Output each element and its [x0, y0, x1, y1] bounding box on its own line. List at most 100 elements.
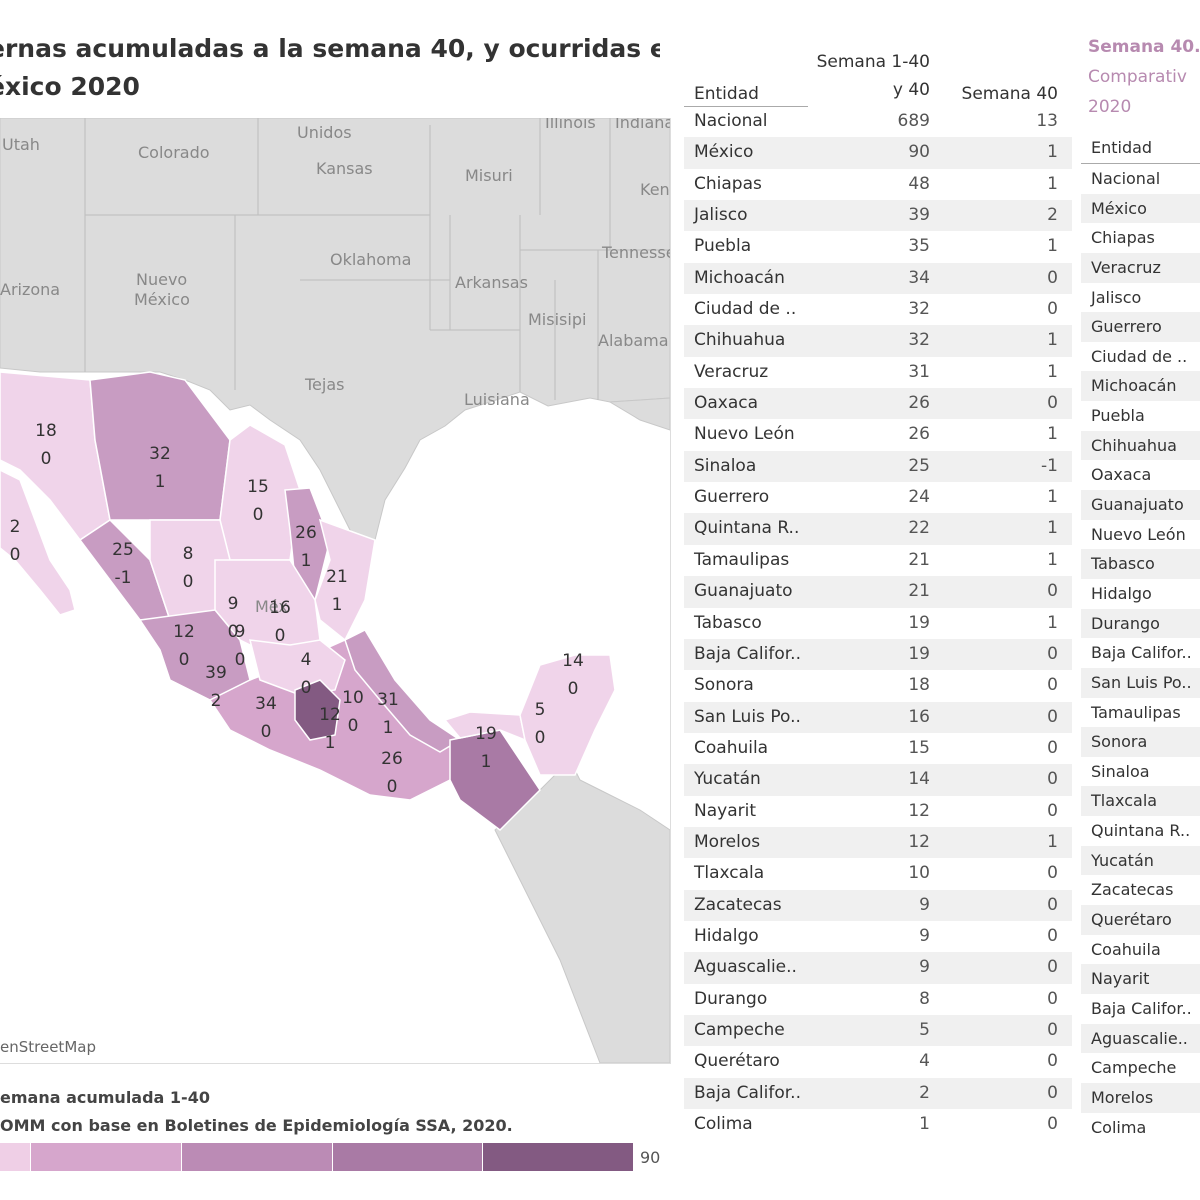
comparison-row: Colima — [1091, 1117, 1147, 1137]
cell-week40: 1 — [1047, 361, 1058, 382]
comparison-row: Guanajuato — [1081, 490, 1200, 520]
header-accumulated-line2: y 40 — [892, 80, 930, 100]
comparison-title-line1: Semana 40. — [1088, 37, 1200, 57]
comparison-row: Chihuahua — [1081, 430, 1200, 461]
comparison-title-line3: 2020 — [1088, 97, 1132, 117]
comparison-row: San Luis Po.. — [1081, 667, 1200, 698]
cell-entidad: Oaxaca — [694, 393, 759, 414]
state-week40-label: 1 — [155, 472, 166, 492]
cell-accumulated: 19 — [908, 612, 930, 633]
table-row: Coahuila 15 0 — [684, 733, 1072, 764]
comparison-row: Nuevo León — [1091, 524, 1186, 544]
state-accumulated-label: 2 — [10, 517, 21, 537]
cell-accumulated: 25 — [908, 455, 930, 476]
scale-step — [0, 1143, 32, 1171]
scale-step — [332, 1143, 484, 1171]
cell-entidad: Tabasco — [694, 612, 762, 633]
state-accumulated-label: 10 — [342, 688, 364, 708]
cell-entidad: Zacatecas — [694, 894, 782, 915]
estado-de-mexico — [294, 679, 341, 741]
cell-week40: 1 — [1047, 236, 1058, 257]
cell-entidad: Ciudad de .. — [694, 299, 797, 320]
header-accumulated: Semana 1-40 y 40 — [817, 48, 930, 104]
cell-week40: 0 — [1047, 769, 1058, 790]
comparison-row: Querétaro — [1081, 905, 1200, 935]
cell-entidad: Campeche — [694, 1019, 785, 1040]
map-place-label: Misisipi — [528, 310, 586, 329]
table-row: Tlaxcala 10 0 — [684, 858, 1072, 889]
cell-accumulated: 689 — [897, 111, 930, 131]
comparison-row: Aguascalie.. — [1081, 1023, 1200, 1054]
cell-accumulated: 14 — [908, 769, 930, 790]
map-place-label: Oklahoma — [330, 250, 411, 269]
baja-california — [0, 469, 76, 616]
comparison-row: Tabasco — [1081, 549, 1200, 579]
map-canvas[interactable]: Unidos Illinois Indiana Utah Colorado Kansas M… — [0, 118, 670, 1063]
map-attribution: enStreetMap — [0, 1038, 96, 1056]
cell-entidad: Querétaro — [694, 1051, 780, 1072]
state-week40-label: -1 — [115, 568, 132, 588]
cell-week40: 0 — [1047, 299, 1058, 320]
cell-accumulated: 32 — [908, 299, 930, 320]
table-row: Campeche 5 0 — [684, 1014, 1072, 1047]
map-place-label: Tennessee — [601, 243, 670, 262]
state-week40-label: 0 — [348, 716, 359, 736]
cell-accumulated: 34 — [908, 267, 930, 288]
table-row: Chiapas 48 1 — [684, 169, 1072, 200]
comparison-row: Sonora — [1081, 727, 1200, 757]
cell-entidad: Yucatán — [694, 769, 761, 790]
cell-accumulated: 39 — [908, 205, 930, 226]
scale-step — [31, 1143, 182, 1171]
cell-week40: 0 — [1047, 706, 1058, 727]
state-accumulated-label: 31 — [377, 690, 399, 710]
map-place-label: Utah — [2, 135, 40, 154]
table-row: Chihuahua 32 1 — [684, 325, 1072, 357]
state-accumulated-label: 2 — [211, 691, 222, 711]
cell-week40: 1 — [1047, 424, 1058, 445]
table-row: Morelos 12 1 — [684, 826, 1072, 859]
yucatan-peninsula — [519, 654, 616, 776]
table-row: Jalisco 39 2 — [684, 200, 1072, 232]
cell-week40: 0 — [1047, 737, 1058, 758]
cell-entidad: Jalisco — [694, 205, 748, 226]
state-week40-label: 0 — [253, 505, 264, 525]
state-week40-label: 0 — [387, 777, 398, 797]
state-week40-label: 0 — [535, 728, 546, 748]
cell-entidad: Baja Califor.. — [694, 643, 801, 664]
state-week40-label: 0 — [301, 678, 312, 698]
cell-accumulated: 48 — [908, 173, 930, 194]
cell-entidad: Sonora — [694, 675, 754, 696]
header-divider — [684, 106, 808, 107]
table-row: Tamaulipas 21 1 — [684, 545, 1072, 576]
cases-table-body: Nacional 689 13 México 90 1 Chiapas 48 1 Jalisco 3… — [684, 106, 1072, 1140]
cell-accumulated: 10 — [908, 863, 930, 884]
source-note: OMM con base en Boletines de Epidemiolog… — [0, 1116, 513, 1135]
cell-week40: 1 — [1047, 330, 1058, 351]
state-week40-label: 1 — [325, 733, 336, 753]
cell-accumulated: 21 — [908, 549, 930, 570]
cell-entidad: Nuevo León — [694, 424, 795, 445]
cell-accumulated: 31 — [908, 361, 930, 382]
base-map-labels: Unidos Illinois Indiana Utah Colorado Kansas M… — [0, 118, 670, 616]
cell-accumulated: 12 — [908, 831, 930, 852]
cell-week40: 1 — [1047, 549, 1058, 570]
cell-week40: -1 — [1041, 455, 1058, 476]
cell-accumulated: 12 — [908, 800, 930, 821]
cell-entidad: Nacional — [694, 111, 768, 131]
map-place-label: Arizona — [0, 280, 60, 299]
title-line-2: éxico 2020 — [0, 72, 140, 101]
cell-accumulated: 5 — [919, 1019, 930, 1040]
map-place-label: Illinois — [545, 118, 596, 132]
state-week40-label: 0 — [228, 622, 239, 642]
cell-entidad: Durango — [694, 988, 768, 1009]
cell-entidad: Chiapas — [694, 173, 762, 194]
florida — [608, 397, 670, 431]
table-row: Quintana R.. 22 1 — [684, 513, 1072, 545]
cell-entidad: México — [694, 142, 754, 163]
cell-entidad: Guanajuato — [694, 581, 793, 602]
map-place-label: México — [134, 290, 190, 309]
comparison-row: Baja Califor.. — [1091, 643, 1192, 663]
map-view[interactable]: Unidos Illinois Indiana Utah Colorado Kansas M… — [0, 118, 671, 1064]
table-row: Querétaro 4 0 — [684, 1046, 1072, 1077]
scale-step — [181, 1143, 333, 1171]
